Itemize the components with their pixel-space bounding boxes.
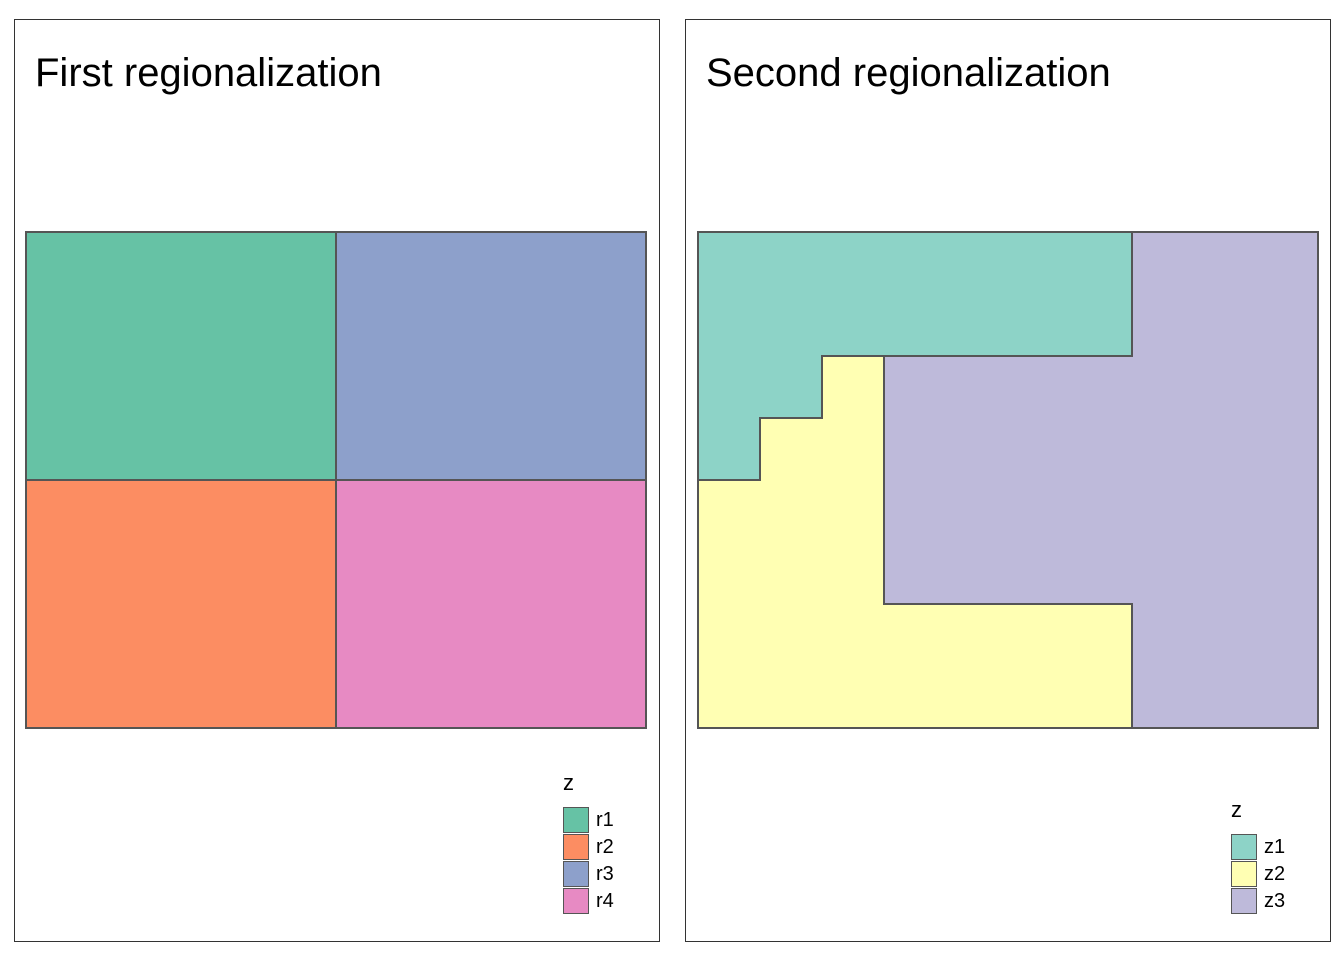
legend-item: z1 (1231, 833, 1285, 860)
legend-item: z2 (1231, 860, 1285, 887)
legend-label: r2 (596, 835, 614, 858)
region-r1 (25, 231, 337, 481)
legend-label: z2 (1264, 862, 1286, 885)
legend-item: r1 (563, 806, 614, 833)
legend-item: r4 (563, 887, 614, 914)
legend-swatch-z3 (1231, 887, 1257, 914)
legend-items: r1 r2 r3 r4 (563, 806, 614, 914)
legend-label: z1 (1264, 835, 1286, 858)
legend-label: r1 (596, 808, 614, 831)
legend-items: z1 z2 z3 (1231, 833, 1285, 914)
legend-swatch-z1 (1231, 833, 1257, 860)
region-r4 (335, 479, 647, 729)
legend-swatch-r4 (563, 887, 589, 914)
map-panel-second: Second regionalization z z1 z2 z3 (685, 19, 1331, 942)
regionalization-map-first (25, 231, 647, 729)
legend-swatch-r1 (563, 806, 589, 833)
legend-swatch-z2 (1231, 860, 1257, 887)
legend-second: z z1 z2 z3 (1231, 799, 1285, 914)
map-panel-first: First regionalization z r1 r2 r3 r4 (14, 19, 660, 942)
region-z3 (883, 231, 1319, 729)
legend-item: r3 (563, 860, 614, 887)
legend-item: r2 (563, 833, 614, 860)
legend-label: r3 (596, 862, 614, 885)
panel-title-second: Second regionalization (706, 51, 1111, 95)
legend-label: r4 (596, 889, 614, 912)
region-r3 (335, 231, 647, 481)
legend-swatch-r2 (563, 833, 589, 860)
panel-title-first: First regionalization (35, 51, 382, 95)
legend-first: z r1 r2 r3 r4 (563, 772, 614, 914)
legend-item: z3 (1231, 887, 1285, 914)
region-r2 (25, 479, 337, 729)
legend-title: z (1231, 797, 1242, 822)
legend-label: z3 (1264, 889, 1286, 912)
regionalization-map-second (697, 231, 1319, 729)
legend-title: z (563, 770, 574, 795)
legend-swatch-r3 (563, 860, 589, 887)
